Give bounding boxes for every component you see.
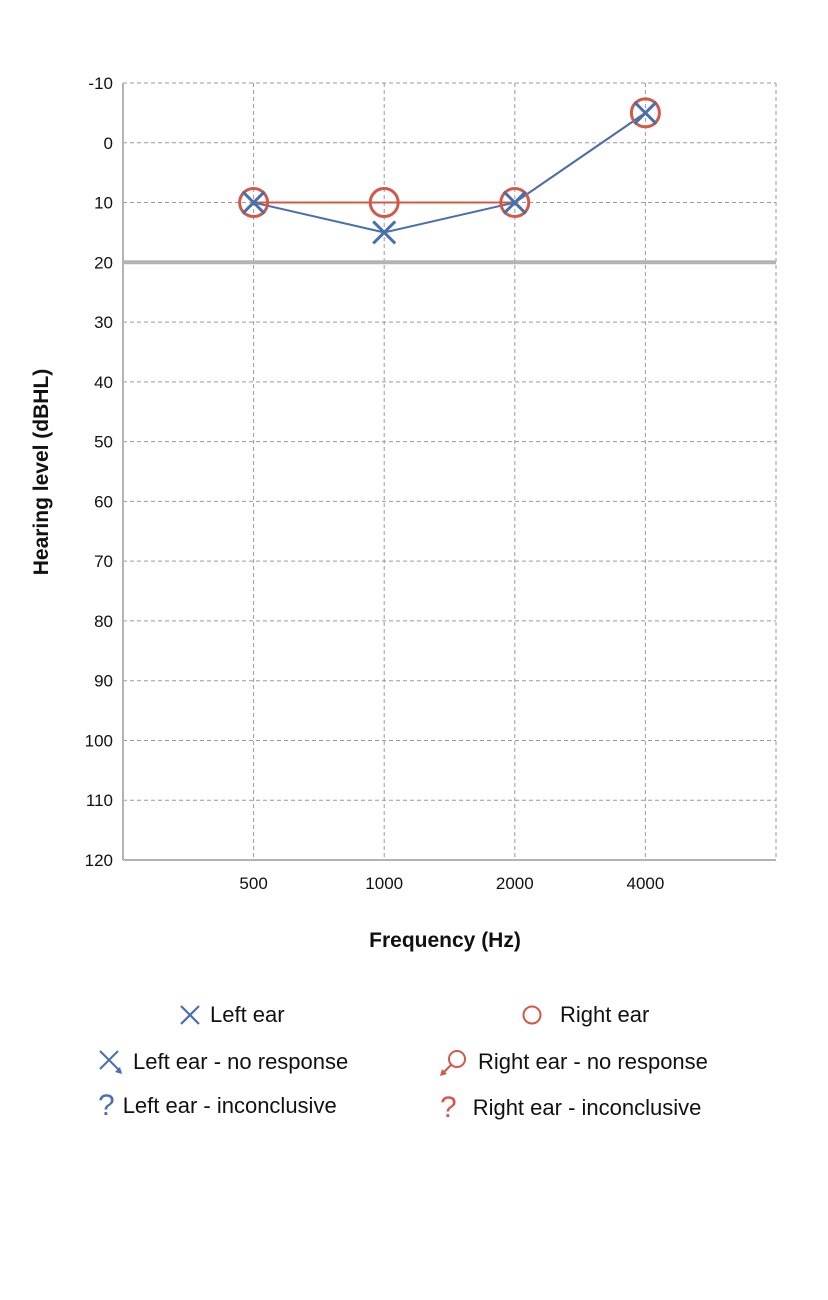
y-axis-title: Hearing level (dBHL) xyxy=(30,369,53,576)
y-tick-label: 0 xyxy=(104,134,113,153)
y-tick-label: 20 xyxy=(94,253,113,272)
data-series xyxy=(238,97,661,245)
y-tick-label: 110 xyxy=(86,791,113,810)
y-tick-label: 40 xyxy=(94,373,113,392)
y-tick-label: -10 xyxy=(88,74,113,93)
legend-left-inconclusive: ? Left ear - inconclusive xyxy=(98,1089,337,1122)
legend-label: Right ear xyxy=(560,1002,650,1027)
legend-right-ear: Right ear xyxy=(520,1002,649,1028)
series-line-right-ear xyxy=(253,112,646,204)
right-ear-marker xyxy=(499,187,531,219)
legend-label: Right ear - inconclusive xyxy=(472,1095,702,1120)
legend-left-ear: Left ear xyxy=(178,1002,285,1028)
x-tick-label: 4000 xyxy=(626,874,664,893)
left-ear-marker xyxy=(633,100,658,125)
circle-marker-icon xyxy=(522,1005,542,1025)
x-marker-icon xyxy=(180,1005,200,1025)
y-tick-label: 10 xyxy=(94,194,113,213)
x-axis-title: Frequency (Hz) xyxy=(369,929,521,952)
x-axis-ticks: 500 1000 2000 4000 xyxy=(239,874,664,893)
right-ear-marker xyxy=(629,97,661,129)
circle-arrow-marker-icon xyxy=(440,1050,466,1076)
y-axis-ticks: -10 0 10 20 30 40 50 60 70 80 90 100 110 120 xyxy=(85,74,113,870)
x-tick-label: 500 xyxy=(239,874,267,893)
left-ear-marker xyxy=(241,190,266,215)
audiogram-chart: -10 0 10 20 30 40 50 60 70 80 90 100 110 120 500 1000 2… xyxy=(30,74,777,952)
question-mark-icon: ? xyxy=(440,1091,457,1124)
question-mark-icon: ? xyxy=(98,1089,115,1122)
legend-right-inconclusive: ? Right ear - inconclusive xyxy=(440,1091,702,1124)
series-line-left-ear xyxy=(253,112,646,234)
legend-label: Right ear - no response xyxy=(478,1049,708,1074)
left-ear-marker xyxy=(372,220,397,245)
legend-right-no-response: Right ear - no response xyxy=(438,1048,708,1076)
y-tick-label: 30 xyxy=(94,313,113,332)
grid-lines xyxy=(122,82,777,861)
x-tick-label: 1000 xyxy=(365,874,403,893)
legend: Left ear Right ear Left ear - no respons… xyxy=(0,990,828,1130)
legend-label: Left ear - inconclusive xyxy=(122,1093,337,1118)
left-ear-marker xyxy=(502,190,527,215)
x-tick-label: 2000 xyxy=(496,874,534,893)
legend-left-no-response: Left ear - no response xyxy=(97,1048,348,1076)
y-tick-label: 80 xyxy=(94,612,113,631)
y-tick-label: 100 xyxy=(85,731,113,750)
y-tick-label: 70 xyxy=(94,552,113,571)
y-tick-label: 60 xyxy=(94,492,113,511)
legend-label: Left ear xyxy=(210,1002,285,1027)
right-ear-marker xyxy=(368,187,400,219)
right-ear-marker xyxy=(238,187,270,219)
x-arrow-marker-icon xyxy=(99,1050,122,1074)
legend-label: Left ear - no response xyxy=(133,1049,349,1074)
y-tick-label: 50 xyxy=(94,433,113,452)
y-tick-label: 120 xyxy=(85,851,113,870)
y-tick-label: 90 xyxy=(94,672,113,691)
